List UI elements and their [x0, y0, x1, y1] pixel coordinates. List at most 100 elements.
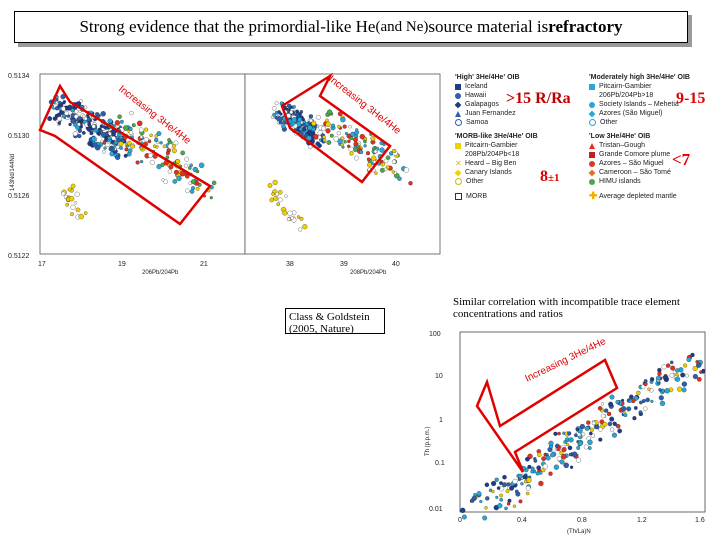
scatter-point [353, 137, 358, 143]
legend-open-circle-icon [455, 178, 462, 185]
scatter-point [553, 464, 560, 470]
scatter-point [119, 119, 124, 124]
scatter-point [504, 506, 508, 511]
xlabel-a: 206Pb/204Pb [142, 270, 179, 276]
scatter-point [298, 127, 303, 132]
scatter-point [643, 382, 648, 387]
scatter-point [272, 179, 278, 185]
scatter-point [373, 149, 378, 154]
annotation-morb-value: 8 [540, 168, 548, 185]
scatter-point [692, 365, 698, 372]
scatter-point [119, 146, 123, 150]
scatter-point [189, 189, 195, 194]
scatter-point [518, 499, 523, 504]
scatter-point [72, 131, 78, 137]
scatter-point [561, 453, 567, 460]
xtick-b-1: 39 [340, 261, 348, 268]
scatter-point [615, 399, 620, 405]
scatter-point [363, 137, 367, 141]
scatter-point [550, 452, 555, 458]
scatter-point [553, 431, 558, 436]
scatter-point [537, 452, 542, 458]
scatter-point [499, 493, 503, 498]
scatter-point [91, 124, 96, 129]
scatter-point [191, 186, 195, 191]
scatter-point [491, 480, 497, 487]
scatter-point [695, 360, 699, 364]
scatter-point [568, 452, 573, 457]
scatter-point [70, 118, 76, 124]
scatter-point [598, 427, 603, 432]
scatter-point [374, 171, 378, 175]
scatter-point [78, 213, 84, 220]
scatter-point [211, 180, 217, 186]
scatter-point [68, 122, 72, 127]
scatter-point [77, 116, 82, 121]
scatter-point [372, 160, 377, 164]
annotation-mod: 9-15 [676, 90, 706, 107]
scatter-point [514, 489, 519, 494]
scatter-point [55, 98, 59, 102]
scatter-point [683, 363, 688, 368]
scatter-point [154, 134, 158, 138]
scatter-point [664, 388, 670, 394]
scatter-point [291, 117, 297, 123]
scatter-points-th [460, 352, 706, 521]
scatter-point [485, 496, 490, 501]
scatter-point [118, 141, 124, 147]
th-xlabel: (Th/La)N [567, 529, 591, 535]
legend: 'High' 3He/4He' OIB Iceland Hawaii Galap… [454, 72, 717, 244]
scatter-point [391, 170, 395, 174]
legend-square-icon [589, 151, 595, 158]
scatter-point [355, 128, 359, 132]
legend-circle-icon [589, 101, 595, 108]
scatter-point [620, 406, 627, 412]
scatter-point [502, 482, 507, 488]
slide-title: Strong evidence that the primordial-like… [14, 11, 688, 43]
scatter-point [603, 408, 609, 413]
scatter-point [74, 191, 80, 197]
scatter-point [606, 411, 612, 417]
scatter-point [172, 143, 176, 148]
scatter-point [315, 114, 321, 120]
scatter-point [70, 204, 76, 210]
scatter-point [557, 431, 561, 436]
th-xtick-2: 0.8 [577, 517, 587, 524]
scatter-point [628, 399, 633, 403]
scatter-point [559, 459, 565, 465]
scatter-point [77, 134, 82, 139]
scatter-point [195, 186, 200, 191]
scatter-point [75, 207, 81, 213]
scatter-point [567, 445, 573, 451]
annotation-morb: 8±1 [540, 168, 560, 186]
scatter-point [272, 112, 276, 117]
legend-diamond-icon [588, 169, 596, 176]
legend-open-circle-icon [589, 119, 596, 126]
scatter-point [209, 196, 213, 200]
scatter-point [617, 428, 623, 434]
scatter-point [130, 144, 135, 149]
scatter-point [349, 136, 354, 141]
scatter-point [340, 117, 346, 123]
scatter-point [655, 375, 661, 381]
scatter-point [61, 191, 66, 196]
scatter-point [73, 122, 78, 127]
scatter-point [509, 485, 515, 491]
scatter-point [658, 388, 662, 392]
scatter-point [287, 210, 293, 216]
scatter-point [278, 190, 283, 195]
scatter-point [530, 469, 535, 474]
scatter-point [126, 140, 132, 146]
scatter-point [299, 216, 304, 221]
th-plot-svg: Increasing 3He/4He 100 10 1 0.1 0.01 Th … [425, 331, 706, 535]
legend-plus-icon: ✚ [589, 190, 598, 202]
scatter-point [102, 140, 107, 145]
th-ytick-4: 0.01 [429, 506, 443, 513]
legend-open-circle-icon [455, 119, 462, 126]
scatter-point [149, 133, 153, 138]
legend-triangle-icon [589, 142, 595, 149]
scatter-point [337, 138, 343, 144]
legend-morb-1: 208Pb/204Pb<18 [465, 151, 520, 158]
scatter-point [348, 125, 352, 129]
scatter-point [347, 144, 351, 148]
